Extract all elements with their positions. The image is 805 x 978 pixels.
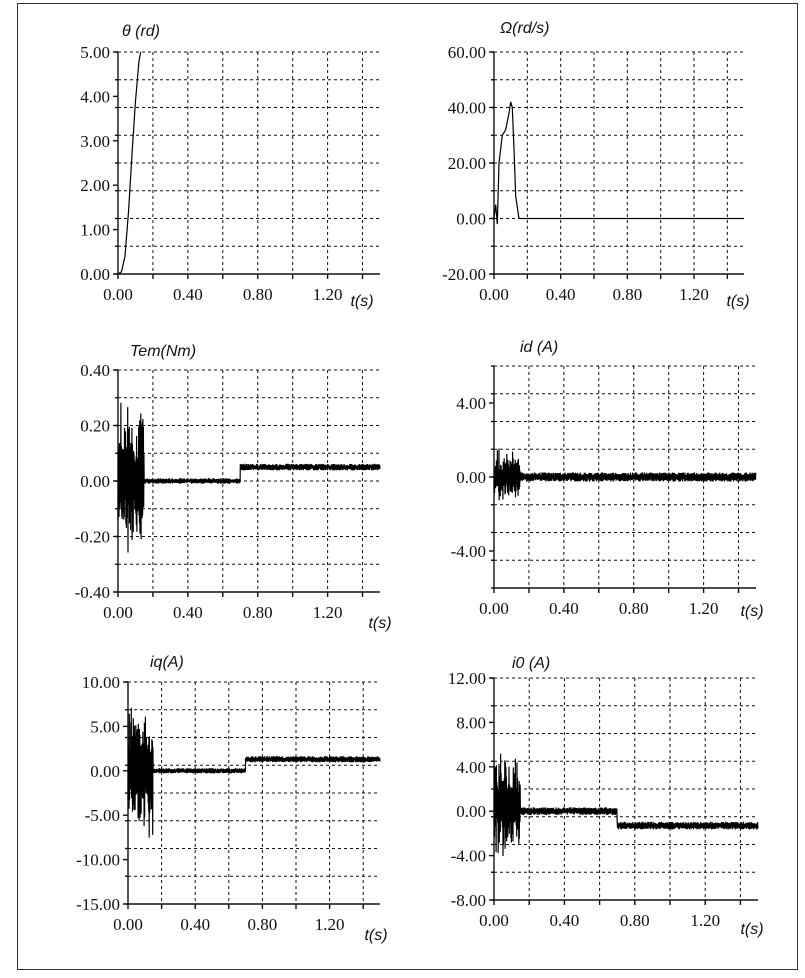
y-tick-label: -0.20 xyxy=(75,528,110,547)
y-tick-label: 4.00 xyxy=(456,758,486,777)
x-axis-label: t(s) xyxy=(740,603,763,620)
x-tick-label: 0.40 xyxy=(173,603,203,622)
grid-lines xyxy=(494,51,744,274)
chart-panel-3: 0.400.200.00-0.20-0.400.00 0.40 0.80 1.20Te… xyxy=(75,343,392,632)
x-tick-label: 1.20 xyxy=(313,603,343,622)
series-line xyxy=(493,753,759,857)
y-tick-label: 40.00 xyxy=(448,99,486,118)
y-tick-label: 0.00 xyxy=(90,762,120,781)
y-axis-label: iq(A) xyxy=(150,654,184,671)
x-tick-label: 0.40 xyxy=(173,285,203,304)
y-tick-label: 5.00 xyxy=(90,717,120,736)
x-tick-label: 0.80 xyxy=(619,599,649,618)
x-tick-label: 0.80 xyxy=(248,915,278,934)
chart-panel-4: 4.00 0.00 -4.00 0.00 0.40 0.80 1.20 id (A) t(s) xyxy=(451,339,764,620)
y-tick-label: -8.00 xyxy=(451,891,486,910)
y-tick-label: 0.00 xyxy=(80,472,110,491)
x-axis-label: t(s) xyxy=(350,293,373,310)
x-tick-label: 0.00 xyxy=(103,285,133,304)
y-tick-label: 5.00 xyxy=(80,43,110,62)
y-axis-label: i0 (A) xyxy=(512,655,550,672)
x-axis-label: t(s) xyxy=(726,293,749,310)
y-axis-label: θ (rd) xyxy=(122,23,160,40)
y-tick-label: -10.00 xyxy=(76,851,120,870)
y-axis-label: Tem(Nm) xyxy=(130,343,196,360)
y-tick-label: 0.40 xyxy=(80,361,110,380)
grid-lines xyxy=(494,677,758,900)
y-tick-label: 0.00 xyxy=(456,210,486,229)
x-tick-label: 0.40 xyxy=(180,915,210,934)
grid-lines xyxy=(128,681,380,904)
series-line xyxy=(127,707,381,838)
y-tick-label: 3.00 xyxy=(80,132,110,151)
chart-panel-6: 12.008.004.000.00-4.00-8.000.00 0.40 0.80 1… xyxy=(448,655,764,938)
x-axis-label: t(s) xyxy=(740,921,763,938)
y-tick-label: -4.00 xyxy=(451,542,486,561)
x-tick-label: 1.20 xyxy=(689,599,719,618)
x-tick-label: 0.80 xyxy=(243,603,273,622)
series-line xyxy=(493,101,744,225)
x-tick-label: 0.00 xyxy=(113,915,143,934)
chart-panel-5: 10.005.000.00-5.00-10.00-15.000.00 0.40 0.… xyxy=(76,654,387,944)
y-tick-label: -4.00 xyxy=(451,847,486,866)
x-tick-label: 0.00 xyxy=(479,911,509,930)
x-tick-label: 0.80 xyxy=(612,285,642,304)
y-tick-label: -5.00 xyxy=(85,806,120,825)
y-tick-label: 0.00 xyxy=(456,468,486,487)
x-axis-label: t(s) xyxy=(364,927,387,944)
series-line xyxy=(117,402,381,553)
y-tick-label: 60.00 xyxy=(448,43,486,62)
y-axis-label: id (A) xyxy=(520,339,558,356)
y-tick-label: 0.00 xyxy=(80,265,110,284)
y-tick-label: -0.40 xyxy=(75,583,110,602)
series-line xyxy=(117,51,142,275)
chart-panel-1: 5.00 4.00 3.00 2.00 1.00 0.000.00 0.40 0.80 1.20… xyxy=(80,23,380,310)
x-tick-label: 1.20 xyxy=(315,915,345,934)
y-tick-label: 20.00 xyxy=(448,154,486,173)
series-line xyxy=(493,448,757,501)
x-tick-label: 0.80 xyxy=(243,285,273,304)
y-tick-label: 0.20 xyxy=(80,417,110,436)
y-tick-label: 0.00 xyxy=(456,802,486,821)
x-tick-label: 0.00 xyxy=(103,603,133,622)
x-tick-label: 1.20 xyxy=(313,285,343,304)
y-tick-label: 4.00 xyxy=(456,394,486,413)
x-tick-label: 1.20 xyxy=(679,285,709,304)
y-tick-label: 12.00 xyxy=(448,669,486,688)
x-tick-label: 1.20 xyxy=(690,911,720,930)
x-tick-label: 0.00 xyxy=(479,285,509,304)
y-tick-label: -15.00 xyxy=(76,895,120,914)
y-tick-label: 8.00 xyxy=(456,713,486,732)
x-tick-label: 0.40 xyxy=(546,285,576,304)
x-tick-label: 0.40 xyxy=(549,599,579,618)
figure-frame xyxy=(17,3,798,970)
y-axis-label: Ω(rd/s) xyxy=(500,20,550,37)
y-tick-label: 1.00 xyxy=(80,221,110,240)
y-tick-label: 10.00 xyxy=(82,673,120,692)
y-tick-label: -20.00 xyxy=(442,265,486,284)
y-tick-label: 2.00 xyxy=(80,176,110,195)
y-tick-label: 4.00 xyxy=(80,87,110,106)
x-tick-label: 0.00 xyxy=(479,599,509,618)
x-tick-label: 0.80 xyxy=(620,911,650,930)
x-tick-label: 0.40 xyxy=(550,911,580,930)
grid-lines xyxy=(118,51,380,274)
x-axis-label: t(s) xyxy=(368,615,391,632)
